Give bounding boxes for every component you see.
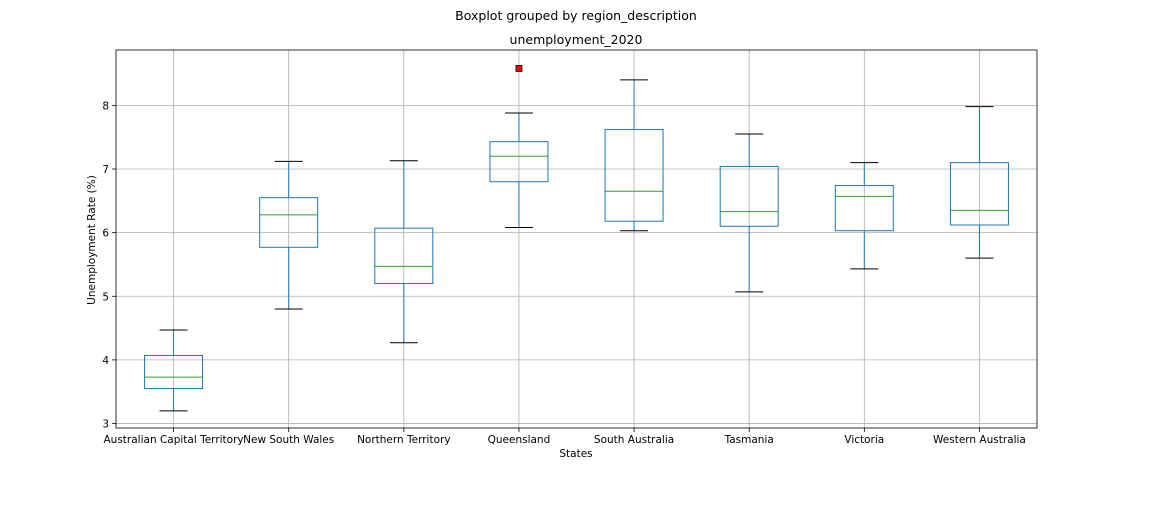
box-victoria <box>834 162 894 270</box>
y-tick-label: 6 <box>102 228 109 240</box>
y-tick-label: 7 <box>102 164 109 176</box>
x-tick-label: Northern Territory <box>357 434 450 446</box>
box-australian-capital-territory <box>144 329 204 412</box>
box-new-south-wales <box>259 160 319 310</box>
x-tick-label: Victoria <box>844 434 884 446</box>
box-iqr <box>489 141 549 183</box>
x-axis-label: States <box>559 448 592 460</box>
box-south-australia <box>604 79 664 232</box>
x-tick-label: Queensland <box>488 434 551 446</box>
outlier-marker <box>515 65 523 72</box>
box-iqr <box>144 354 204 390</box>
y-axis-label: Unemployment Rate (%) <box>86 175 98 305</box>
box-tasmania <box>719 133 779 293</box>
y-tick-label: 8 <box>102 100 109 112</box>
box-iqr <box>604 129 664 222</box>
grid <box>116 50 1037 428</box>
plot-area <box>144 65 1009 412</box>
x-tick-label: Australian Capital Territory <box>104 434 244 446</box>
box-iqr <box>719 165 779 227</box>
chart-suptitle: Boxplot grouped by region_description <box>455 8 697 23</box>
box-western-australia <box>949 106 1009 259</box>
x-tick-label: South Australia <box>594 434 674 446</box>
x-tick-label: Western Australia <box>933 434 1026 446</box>
y-tick-label: 5 <box>102 291 109 303</box>
y-tick-label: 3 <box>102 419 109 431</box>
chart-title: unemployment_2020 <box>510 32 643 47</box>
axis-ticks: 3 4 5 6 7 8 Australian Capital Territory New So… <box>102 100 1026 446</box>
box-iqr <box>374 227 434 285</box>
box-iqr <box>259 197 319 248</box>
axes-frame <box>115 49 1038 429</box>
x-tick-label: New South Wales <box>243 434 334 446</box>
y-tick-label: 4 <box>102 355 109 367</box>
box-queensland <box>489 65 549 229</box>
x-tick-label: Tasmania <box>724 434 774 446</box>
box-iqr <box>949 162 1009 226</box>
box-northern-territory <box>374 160 434 344</box>
box-iqr <box>834 185 894 232</box>
